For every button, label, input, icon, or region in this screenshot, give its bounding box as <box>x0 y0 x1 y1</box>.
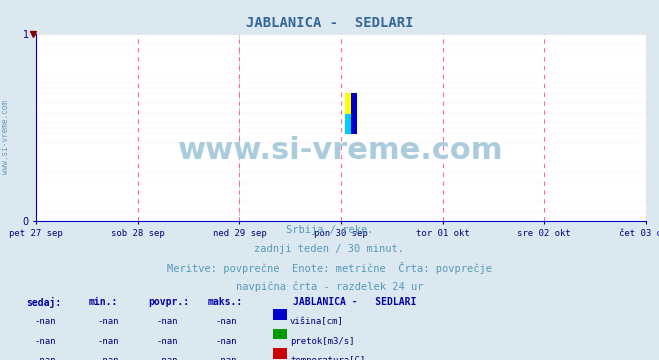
Text: Meritve: povprečne  Enote: metrične  Črta: povprečje: Meritve: povprečne Enote: metrične Črta:… <box>167 262 492 274</box>
Text: zadnji teden / 30 minut.: zadnji teden / 30 minut. <box>254 244 405 254</box>
Bar <box>345 93 351 114</box>
Text: -nan: -nan <box>34 317 56 326</box>
Text: JABLANICA -   SEDLARI: JABLANICA - SEDLARI <box>293 297 416 307</box>
Text: Srbija / reke.: Srbija / reke. <box>286 225 373 235</box>
Bar <box>351 93 357 134</box>
Text: min.:: min.: <box>89 297 119 307</box>
Text: -nan: -nan <box>156 317 178 326</box>
Text: -nan: -nan <box>156 356 178 360</box>
Bar <box>345 114 351 134</box>
Text: -nan: -nan <box>215 337 237 346</box>
Text: www.si-vreme.com: www.si-vreme.com <box>179 136 503 165</box>
Text: temperatura[C]: temperatura[C] <box>290 356 365 360</box>
Text: -nan: -nan <box>215 356 237 360</box>
Text: navpična črta - razdelek 24 ur: navpična črta - razdelek 24 ur <box>236 281 423 292</box>
Text: -nan: -nan <box>156 337 178 346</box>
Text: -nan: -nan <box>215 317 237 326</box>
Text: sedaj:: sedaj: <box>26 297 61 308</box>
Text: -nan: -nan <box>97 317 119 326</box>
Text: -nan: -nan <box>97 337 119 346</box>
Text: maks.:: maks.: <box>208 297 243 307</box>
Text: www.si-vreme.com: www.si-vreme.com <box>1 100 10 174</box>
Text: višina[cm]: višina[cm] <box>290 317 344 326</box>
Text: -nan: -nan <box>34 337 56 346</box>
Text: -nan: -nan <box>97 356 119 360</box>
Text: povpr.:: povpr.: <box>148 297 189 307</box>
Text: -nan: -nan <box>34 356 56 360</box>
Text: pretok[m3/s]: pretok[m3/s] <box>290 337 355 346</box>
Text: JABLANICA -  SEDLARI: JABLANICA - SEDLARI <box>246 16 413 30</box>
